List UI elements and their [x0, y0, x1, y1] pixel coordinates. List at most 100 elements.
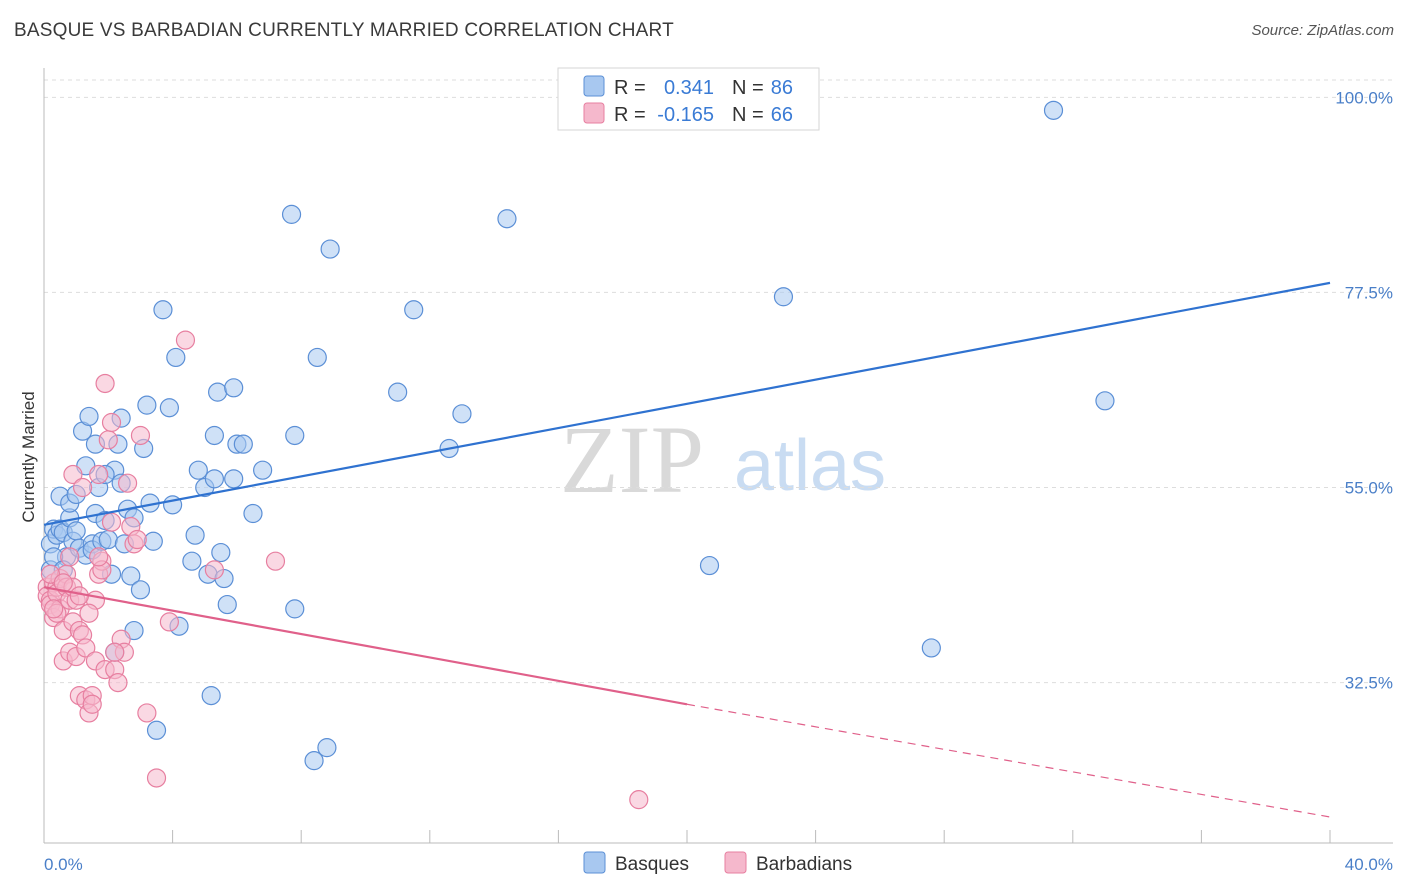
x-tick-label-max: 40.0% — [1345, 855, 1393, 874]
basques-point — [243, 503, 263, 524]
x-tick-label-min: 0.0% — [44, 855, 83, 874]
legend-n-label-barbadians: N = — [732, 104, 764, 126]
basques-point — [130, 580, 151, 600]
basques-point — [699, 555, 720, 576]
basques-point — [224, 469, 244, 489]
barbadians-point — [101, 412, 122, 433]
watermark-zip: ZIP — [560, 406, 704, 513]
basques-point — [188, 460, 208, 480]
legend-swatch-basques — [583, 75, 605, 97]
watermark-atlas: atlas — [734, 426, 886, 506]
basques-point — [285, 599, 305, 619]
data-points — [37, 100, 1115, 810]
basques-point — [146, 720, 167, 740]
basques-point — [182, 551, 202, 571]
barbadians-point — [146, 768, 167, 788]
barbadians-point — [63, 464, 83, 485]
barbadians-point — [89, 464, 109, 485]
basques-point — [224, 378, 244, 398]
basques-point — [773, 287, 794, 307]
barbadians-point — [82, 694, 102, 714]
basques-point — [98, 529, 118, 550]
barbadians-point — [76, 638, 96, 658]
basques-point — [281, 204, 302, 224]
axes: 32.5% 55.0% 77.5% 100.0% — [43, 68, 1393, 844]
y-tick-label: 100.0% — [1335, 88, 1393, 107]
basques-point — [66, 521, 86, 541]
basques-point — [166, 347, 186, 368]
correlation-legend: R = 0.341 N = 86 R = -0.165 N = 66 — [557, 67, 820, 131]
basques-point — [121, 566, 141, 586]
basques-point — [304, 751, 324, 771]
basques-point — [159, 398, 179, 418]
barbadians-point — [108, 672, 128, 693]
basques-point — [253, 460, 273, 480]
bottom-legend-label-barbadians: Barbadians — [756, 854, 852, 875]
bottom-legend-swatch-basques — [583, 851, 606, 874]
bottom-legend-swatch-barbadians — [724, 851, 747, 874]
legend-n-value-basques: 86 — [771, 77, 793, 99]
legend-r-value-barbadians: -0.165 — [657, 104, 714, 126]
barbadians-trend-line — [43, 586, 688, 706]
basques-point — [404, 300, 424, 320]
barbadians-point — [175, 330, 196, 350]
y-tick-label: 77.5% — [1345, 283, 1393, 302]
chart-title: BASQUE VS BARBADIAN CURRENTLY MARRIED CO… — [14, 20, 674, 41]
barbadians-point — [265, 551, 286, 571]
basques-trend-line — [43, 281, 1331, 526]
legend-n-value-barbadians: 66 — [771, 104, 793, 126]
barbadians-point — [89, 547, 109, 567]
y-tick-label: 32.5% — [1345, 674, 1393, 693]
basques-point — [153, 300, 173, 320]
barbadians-point — [98, 430, 118, 450]
barbadians-point — [95, 373, 115, 394]
basques-point — [320, 239, 340, 259]
legend-n-label-basques: N = — [732, 77, 764, 99]
barbadians-point — [159, 612, 179, 632]
legend-r-value-basques: 0.341 — [664, 77, 714, 99]
basques-point — [317, 738, 337, 758]
y-axis-title: Currently Married — [19, 391, 38, 522]
basques-point — [921, 638, 941, 658]
legend-r-label-barbadians: R = — [614, 104, 646, 126]
basques-point — [79, 406, 99, 427]
legend-swatch-barbadians — [583, 102, 605, 124]
basques-point — [452, 404, 472, 424]
basques-point — [233, 434, 253, 454]
basques-point — [137, 395, 157, 415]
basques-point — [208, 382, 228, 402]
basques-point — [1043, 100, 1064, 120]
barbadians-point — [101, 512, 122, 532]
trend-lines — [43, 281, 1331, 818]
basques-point — [307, 347, 327, 368]
barbadians-point — [53, 573, 73, 593]
barbadians-point — [629, 790, 649, 810]
gridlines — [44, 79, 1393, 684]
basques-point — [204, 469, 224, 489]
barbadians-point — [130, 425, 151, 446]
barbadians-point — [204, 560, 224, 580]
basques-point — [388, 382, 408, 402]
barbadians-point — [137, 703, 157, 723]
y-tick-label: 55.0% — [1345, 479, 1393, 498]
barbadians-point — [60, 547, 80, 567]
basques-point — [497, 209, 517, 229]
barbadians-point — [44, 599, 64, 619]
barbadians-point — [79, 603, 99, 623]
barbadians-point — [127, 529, 147, 550]
basques-point — [204, 425, 224, 446]
barbadians-point — [105, 642, 125, 662]
bottom-legend-label-basques: Basques — [615, 854, 689, 875]
basques-point — [217, 594, 237, 615]
basques-point — [285, 425, 305, 446]
barbadians-point — [72, 477, 93, 498]
barbadians-trend-extension — [686, 703, 1331, 818]
source-label: Source: ZipAtlas.com — [1251, 22, 1394, 39]
series-legend: Basques Barbadians — [583, 851, 852, 875]
barbadians-point — [117, 473, 138, 493]
basques-point — [185, 525, 205, 545]
legend-r-label-basques: R = — [614, 77, 646, 99]
basques-point — [201, 686, 221, 706]
basques-point — [1095, 391, 1115, 411]
